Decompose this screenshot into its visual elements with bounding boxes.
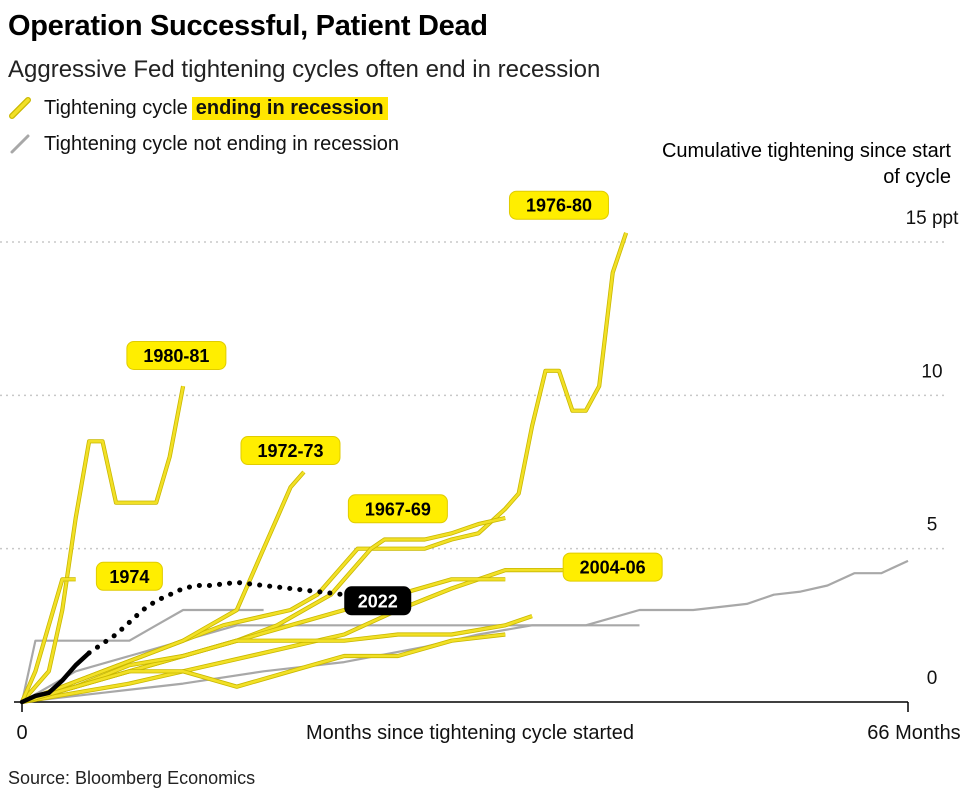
series-line-outline — [21, 632, 506, 705]
y-tick-label: 0 — [927, 668, 938, 689]
gray-line-icon — [10, 134, 30, 154]
series-label-badge — [562, 552, 663, 582]
series-line-no-recession — [21, 559, 909, 704]
series-label-1967-69: 1967-69 — [365, 499, 431, 519]
y-tick-label: 15 ppt — [906, 208, 960, 229]
series-line-recession — [21, 633, 506, 704]
legend-label-recession-prefix: Tightening cycle — [44, 96, 188, 119]
legend-item-recession: Tightening cycle ending in recession — [8, 96, 388, 120]
x-tick-label: 66 Months — [867, 722, 960, 744]
yellow-line-icon — [9, 97, 31, 119]
series-label-badge — [95, 561, 163, 591]
series-line-2022 — [19, 650, 92, 705]
series-label-badge — [126, 340, 227, 370]
source-note: Source: Bloomberg Economics — [8, 768, 256, 788]
series-line-outline — [20, 385, 186, 704]
x-tick-label: 0 — [16, 722, 27, 744]
series-line-recession — [21, 471, 305, 704]
x-axis-label: Months since tightening cycle started — [306, 722, 634, 744]
series-label-badge — [508, 190, 609, 220]
legend-label-no-recession: Tightening cycle not ending in recession — [44, 132, 400, 155]
series-label-2022: 2022 — [358, 591, 398, 611]
series-line-2022-projection — [86, 579, 347, 656]
series-line-recession — [21, 232, 628, 704]
y-tick-label: 5 — [927, 515, 938, 536]
series-label-2004-06: 2004-06 — [580, 558, 646, 578]
series-line-recession — [21, 385, 185, 703]
series-label-1974: 1974 — [109, 567, 149, 587]
series-line-recession — [20, 577, 76, 703]
chart-title: Operation Successful, Patient Dead — [8, 10, 488, 42]
y-axis-label: Cumulative tightening since start of cyc… — [661, 140, 951, 188]
series-label-badge — [240, 436, 341, 466]
series-label-badge — [347, 494, 448, 524]
series-label-1972-73: 1972-73 — [257, 441, 323, 461]
y-tick-label: 10 — [921, 361, 942, 382]
chart-subtitle: Aggressive Fed tightening cycles often e… — [8, 56, 601, 83]
series-label-badge — [344, 586, 412, 616]
legend-item-no-recession: Tightening cycle not ending in recession — [8, 132, 399, 156]
series-label-1976-80: 1976-80 — [526, 196, 592, 216]
series-line-recession — [21, 614, 533, 704]
series-line-outline — [21, 232, 629, 704]
series-label-1980-81: 1980-81 — [143, 346, 209, 366]
legend-label-recession-highlight: ending in recession — [191, 96, 388, 120]
